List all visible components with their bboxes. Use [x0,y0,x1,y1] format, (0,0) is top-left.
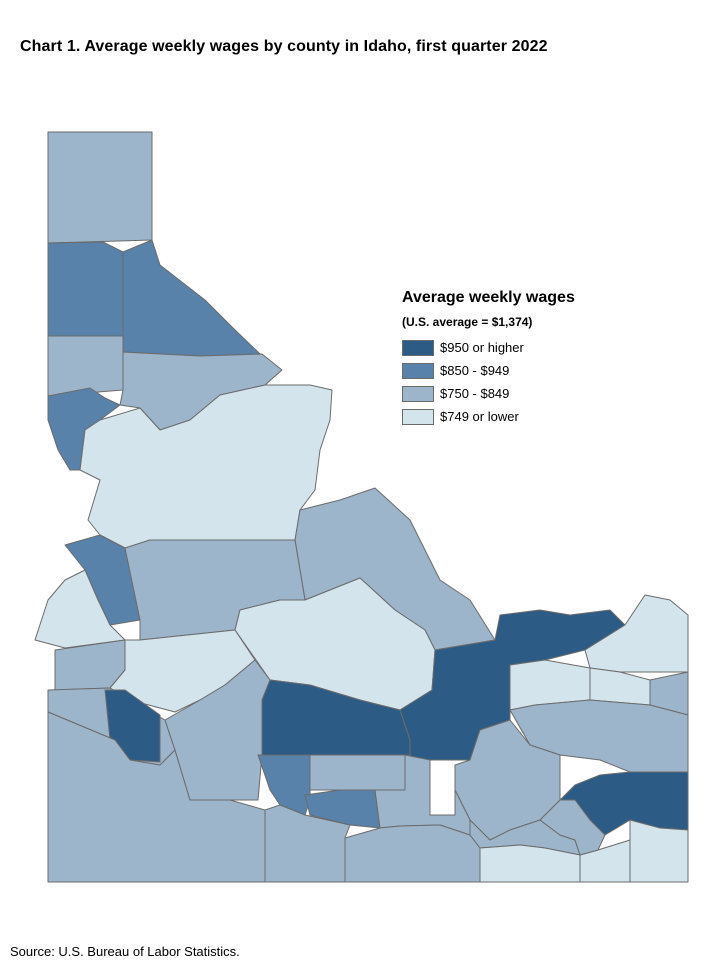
county-bear-lake [629,819,689,883]
legend-item: $950 or higher [402,336,662,359]
legend-label: $749 or lower [440,409,519,424]
county-washington [34,569,126,649]
county-boundary [47,131,153,244]
legend-swatch [402,408,434,425]
legend-swatch [402,339,434,356]
map-legend: Average weekly wages (U.S. average = $1,… [402,289,662,428]
legend-item: $850 - $949 [402,359,662,382]
legend-swatch [402,362,434,379]
county-teton [589,667,651,706]
chart-title: Chart 1. Average weekly wages by county … [20,38,548,55]
legend-item: $749 or lower [402,405,662,428]
legend-swatch [402,385,434,402]
source-note: Source: U.S. Bureau of Labor Statistics. [10,944,240,959]
county-benewah [47,335,124,397]
legend-label: $750 - $849 [440,386,510,401]
legend-title: Average weekly wages [402,289,575,306]
county-bingham-south [539,799,606,856]
legend-label: $950 or higher [440,340,524,355]
legend-label: $850 - $949 [440,363,510,378]
county-clearwater-idaho [79,384,333,549]
county-shoshone [122,239,261,357]
county-gooding [257,754,311,816]
county-kootenai [47,241,124,337]
county-lincoln [309,754,406,791]
county-twin-falls [264,804,351,883]
legend-item: $750 - $849 [402,382,662,405]
county-cassia [344,824,481,883]
legend-subtitle: (U.S. average = $1,374) [402,315,533,329]
